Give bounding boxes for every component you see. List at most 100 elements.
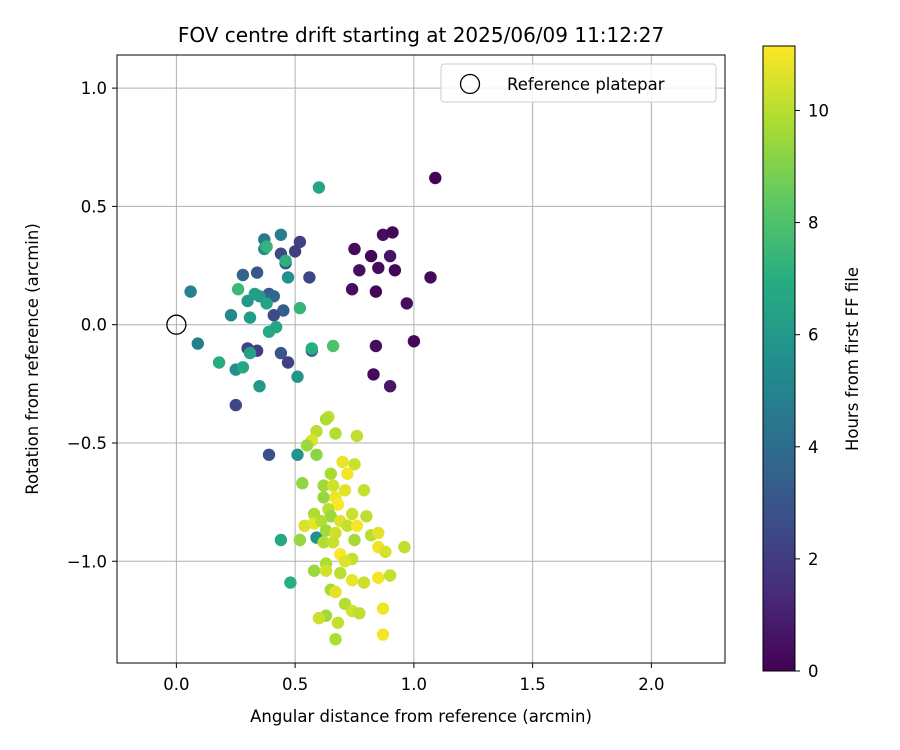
scatter-point <box>386 226 399 239</box>
scatter-point <box>364 249 378 263</box>
scatter-point <box>262 448 276 461</box>
scatter-point <box>248 287 261 301</box>
scatter-point <box>312 181 326 194</box>
scatter-point <box>345 507 359 521</box>
scatter-point <box>260 240 273 253</box>
scatter-point <box>388 264 402 277</box>
scatter-point <box>345 574 359 587</box>
scatter-point <box>184 285 197 298</box>
scatter-point <box>243 346 257 360</box>
scatter-point <box>315 514 328 528</box>
y-axis-ticks: 1.0 0.5 0.0 −0.5 −1.0 <box>67 79 117 571</box>
scatter-point <box>345 283 359 296</box>
y-tick-label: −1.0 <box>67 552 107 571</box>
colorbar-tick-label: 6 <box>808 326 819 345</box>
y-tick-label: 0.0 <box>81 316 107 335</box>
scatter-point <box>353 607 366 620</box>
scatter-point <box>379 545 392 558</box>
scatter-point <box>267 309 280 322</box>
scatter-point <box>293 301 307 315</box>
scatter-point <box>372 261 385 275</box>
scatter-point <box>329 427 342 440</box>
scatter-point <box>376 602 390 615</box>
x-tick-label: 1.0 <box>401 675 427 694</box>
scatter-point <box>310 448 323 461</box>
scatter-point <box>277 304 290 317</box>
scatter-point <box>291 370 304 383</box>
scatter-point <box>281 271 295 284</box>
scatter-point <box>236 268 250 282</box>
scatter-point <box>398 540 411 554</box>
scatter-point <box>317 536 330 549</box>
x-tick-label: 0.0 <box>163 675 189 694</box>
x-tick-label: 1.5 <box>520 675 546 694</box>
scatter-point <box>348 533 361 547</box>
legend-entry-reference: Reference platepar <box>507 75 665 94</box>
reference-platepar-marker <box>166 314 187 335</box>
scatter-point <box>357 576 371 589</box>
scatter-point <box>331 498 345 511</box>
scatter-point <box>326 339 340 353</box>
scatter-point <box>383 569 397 582</box>
scatter-point <box>357 484 371 497</box>
scatter-point <box>348 458 361 471</box>
scatter-point <box>319 564 333 577</box>
y-axis-label: Rotation from reference (arcmin) <box>23 223 42 495</box>
scatter-point <box>298 519 311 532</box>
x-axis-ticks: 0.0 0.5 1.0 1.5 2.0 <box>163 663 665 694</box>
scatter-point <box>303 271 316 284</box>
scatter-point <box>307 564 321 577</box>
scatter-point <box>310 425 323 438</box>
colorbar-frame <box>762 45 796 672</box>
scatter-point <box>274 533 288 547</box>
x-tick-label: 0.5 <box>282 675 308 694</box>
scatter-point <box>288 245 302 258</box>
x-tick-label: 2.0 <box>638 675 664 694</box>
scatter-point <box>236 361 250 374</box>
x-axis-label: Angular distance from reference (arcmin) <box>250 707 592 726</box>
scatter-point <box>376 228 390 241</box>
scatter-point <box>319 524 333 537</box>
y-tick-label: 0.5 <box>81 197 107 216</box>
scatter-point <box>360 510 373 523</box>
scatter-point <box>341 467 354 480</box>
colorbar-tick-label: 8 <box>808 214 819 233</box>
scatter-point <box>312 611 326 625</box>
scatter-point <box>334 566 347 580</box>
scatter-point <box>400 297 413 310</box>
colorbar-gradient <box>763 46 795 671</box>
scatter-point <box>317 479 330 492</box>
scatter-point <box>329 526 342 540</box>
scatter-point <box>250 266 264 279</box>
scatter-point <box>317 491 330 504</box>
scatter-point <box>329 633 342 646</box>
scatter-point <box>326 479 340 492</box>
y-tick-label: −0.5 <box>67 434 107 453</box>
scatter-point <box>338 484 352 497</box>
scatter-points <box>166 171 442 646</box>
scatter-point <box>260 297 273 310</box>
scatter-point <box>253 380 266 393</box>
scatter-point <box>353 264 366 277</box>
scatter-point <box>326 536 340 549</box>
colorbar-tick-label: 0 <box>808 662 819 681</box>
scatter-point <box>279 254 292 267</box>
scatter-point <box>284 576 297 589</box>
scatter-point <box>369 339 383 353</box>
scatter-point <box>243 311 257 324</box>
scatter-point <box>293 533 307 547</box>
scatter-point <box>224 309 238 322</box>
colorbar-label: Hours from first FF file <box>843 267 862 451</box>
scatter-point <box>293 235 307 249</box>
scatter-point <box>324 467 337 480</box>
scatter-point <box>329 585 342 599</box>
scatter-point <box>300 439 314 452</box>
legend-reference-marker <box>459 73 481 95</box>
scatter-point <box>305 342 318 355</box>
scatter-point <box>191 337 204 350</box>
scatter-point <box>319 413 333 426</box>
scatter-point <box>383 249 397 263</box>
scatter-point <box>229 398 242 412</box>
